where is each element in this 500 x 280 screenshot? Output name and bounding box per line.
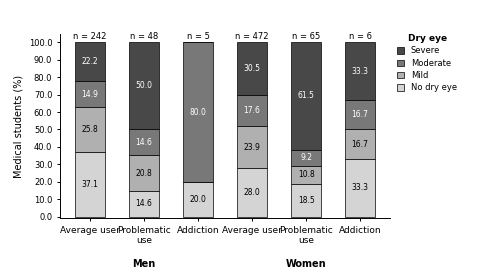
Text: 10.8: 10.8 bbox=[298, 171, 314, 179]
Text: 20.0: 20.0 bbox=[190, 195, 206, 204]
Text: 14.9: 14.9 bbox=[82, 90, 98, 99]
Text: 37.1: 37.1 bbox=[82, 180, 98, 189]
Text: 23.9: 23.9 bbox=[244, 143, 260, 151]
Text: 30.5: 30.5 bbox=[244, 64, 260, 73]
Bar bbox=[346, 100, 375, 129]
Bar bbox=[291, 150, 321, 165]
Text: 33.3: 33.3 bbox=[352, 67, 368, 76]
Bar bbox=[346, 158, 375, 217]
Bar bbox=[129, 42, 159, 129]
Legend: Severe, Moderate, Mild, No dry eye: Severe, Moderate, Mild, No dry eye bbox=[398, 34, 457, 92]
Text: 50.0: 50.0 bbox=[136, 81, 152, 90]
Text: 16.7: 16.7 bbox=[352, 139, 368, 149]
Text: 14.6: 14.6 bbox=[136, 138, 152, 147]
Bar bbox=[183, 42, 213, 182]
Bar bbox=[75, 81, 104, 107]
Text: Women: Women bbox=[286, 259, 327, 269]
Bar bbox=[237, 95, 267, 126]
Text: 9.2: 9.2 bbox=[300, 153, 312, 162]
Bar bbox=[129, 155, 159, 191]
Bar bbox=[346, 42, 375, 100]
Bar bbox=[291, 165, 321, 185]
Text: 17.6: 17.6 bbox=[244, 106, 260, 115]
Text: 14.6: 14.6 bbox=[136, 199, 152, 208]
Bar bbox=[291, 42, 321, 150]
Text: n = 6: n = 6 bbox=[348, 32, 372, 41]
Text: 20.8: 20.8 bbox=[136, 169, 152, 178]
Bar bbox=[75, 107, 104, 152]
Bar bbox=[291, 185, 321, 217]
Text: 22.2: 22.2 bbox=[82, 57, 98, 66]
Bar bbox=[75, 42, 104, 81]
Text: 18.5: 18.5 bbox=[298, 196, 314, 205]
Text: 61.5: 61.5 bbox=[298, 92, 314, 101]
Text: 28.0: 28.0 bbox=[244, 188, 260, 197]
Y-axis label: Medical students (%): Medical students (%) bbox=[13, 74, 23, 178]
Text: n = 65: n = 65 bbox=[292, 32, 320, 41]
Text: 25.8: 25.8 bbox=[82, 125, 98, 134]
Bar bbox=[75, 152, 104, 217]
Bar bbox=[237, 126, 267, 168]
Text: 80.0: 80.0 bbox=[190, 108, 206, 116]
Bar bbox=[346, 129, 375, 158]
Bar bbox=[129, 191, 159, 217]
Text: n = 472: n = 472 bbox=[236, 32, 269, 41]
Bar bbox=[183, 182, 213, 217]
Text: 33.3: 33.3 bbox=[352, 183, 368, 192]
Text: 16.7: 16.7 bbox=[352, 110, 368, 120]
Text: n = 48: n = 48 bbox=[130, 32, 158, 41]
Text: Men: Men bbox=[132, 259, 156, 269]
Text: n = 242: n = 242 bbox=[73, 32, 106, 41]
Bar bbox=[129, 129, 159, 155]
Text: n = 5: n = 5 bbox=[186, 32, 210, 41]
Bar bbox=[237, 168, 267, 217]
Bar bbox=[237, 42, 267, 95]
